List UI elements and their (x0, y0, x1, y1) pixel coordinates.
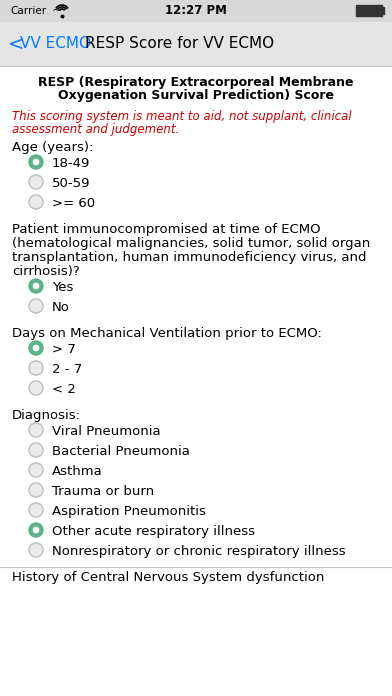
Text: Diagnosis:: Diagnosis: (12, 409, 81, 422)
Circle shape (29, 543, 43, 557)
Circle shape (29, 423, 43, 437)
Text: Trauma or burn: Trauma or burn (52, 485, 154, 498)
Text: <: < (8, 35, 24, 54)
Text: Age (years):: Age (years): (12, 141, 93, 154)
Text: Oxygenation Survival Prediction) Score: Oxygenation Survival Prediction) Score (58, 89, 334, 102)
Circle shape (29, 279, 43, 293)
Text: < 2: < 2 (52, 383, 76, 396)
Text: assessment and judgement.: assessment and judgement. (12, 123, 179, 136)
Text: cirrhosis)?: cirrhosis)? (12, 265, 80, 278)
Text: Yes: Yes (52, 281, 73, 294)
Circle shape (29, 503, 43, 517)
Text: This scoring system is meant to aid, not supplant, clinical: This scoring system is meant to aid, not… (12, 110, 352, 123)
Circle shape (33, 283, 39, 289)
Circle shape (29, 463, 43, 477)
Circle shape (33, 159, 39, 165)
Circle shape (29, 523, 43, 537)
Circle shape (33, 528, 39, 532)
Circle shape (29, 443, 43, 457)
Text: 2 - 7: 2 - 7 (52, 363, 82, 376)
Text: ~: ~ (52, 3, 62, 17)
Text: RESP Score for VV ECMO: RESP Score for VV ECMO (85, 36, 274, 52)
Bar (0, 0, 392, 22)
Text: Asthma: Asthma (52, 465, 103, 478)
Circle shape (29, 341, 43, 355)
Text: Days on Mechanical Ventilation prior to ECMO:: Days on Mechanical Ventilation prior to … (12, 327, 322, 340)
Circle shape (29, 381, 43, 395)
Text: Aspiration Pneumonitis: Aspiration Pneumonitis (52, 505, 206, 518)
Circle shape (29, 175, 43, 189)
Text: Bacterial Pneumonia: Bacterial Pneumonia (52, 445, 190, 458)
Circle shape (33, 345, 39, 351)
Text: Other acute respiratory illness: Other acute respiratory illness (52, 525, 255, 538)
Text: > 7: > 7 (52, 343, 76, 356)
Text: 12:27 PM: 12:27 PM (165, 4, 227, 17)
Bar (0, 22, 392, 66)
Bar (382, 7, 385, 14)
Circle shape (29, 155, 43, 169)
Text: No: No (52, 301, 70, 314)
Circle shape (29, 299, 43, 313)
Circle shape (29, 483, 43, 497)
Text: 18-49: 18-49 (52, 157, 91, 170)
Text: RESP (Respiratory Extracorporeal Membrane: RESP (Respiratory Extracorporeal Membran… (38, 76, 354, 89)
Text: transplantation, human immunodeficiency virus, and: transplantation, human immunodeficiency … (12, 251, 367, 264)
Text: Patient immunocompromised at time of ECMO: Patient immunocompromised at time of ECM… (12, 223, 321, 236)
Text: Carrier: Carrier (10, 6, 46, 16)
Text: (hematological malignancies, solid tumor, solid organ: (hematological malignancies, solid tumor… (12, 237, 370, 250)
Text: Nonrespiratory or chronic respiratory illness: Nonrespiratory or chronic respiratory il… (52, 545, 346, 558)
Text: >= 60: >= 60 (52, 197, 95, 210)
Text: VV ECMO: VV ECMO (20, 36, 91, 52)
Text: History of Central Nervous System dysfunction: History of Central Nervous System dysfun… (12, 571, 324, 584)
Bar (356, 5, 382, 16)
Circle shape (29, 195, 43, 209)
Circle shape (29, 361, 43, 375)
Text: 50-59: 50-59 (52, 177, 91, 190)
Text: Viral Pneumonia: Viral Pneumonia (52, 425, 161, 438)
